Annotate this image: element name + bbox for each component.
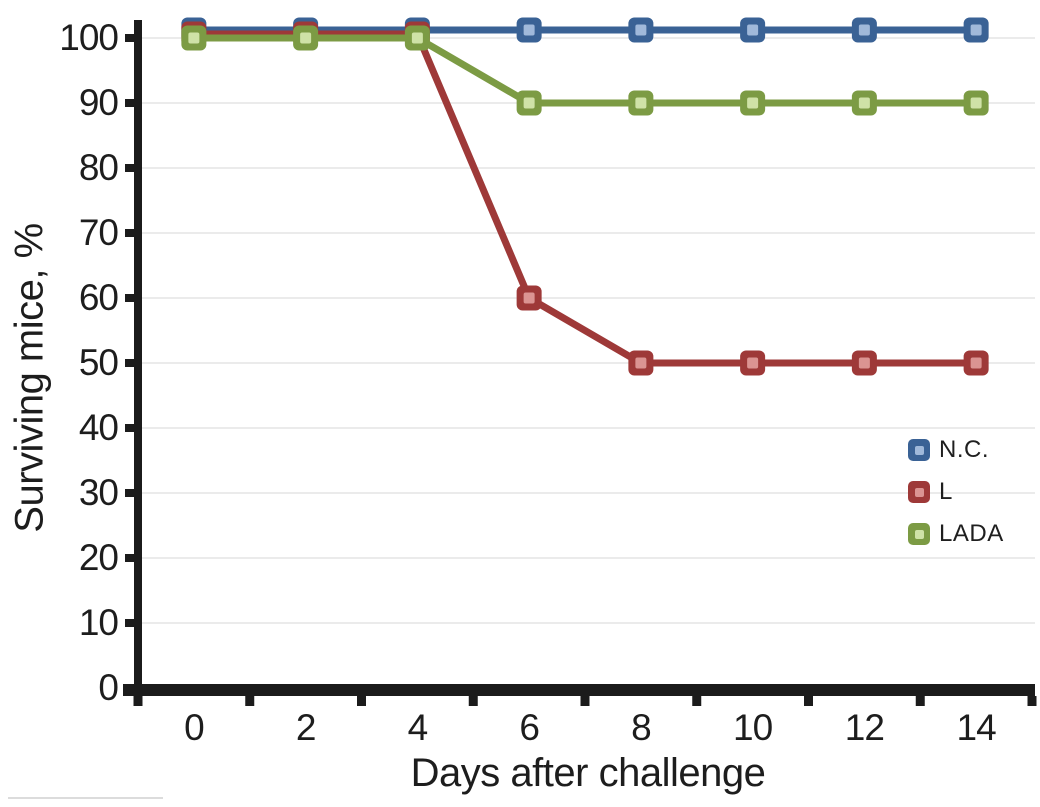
data-point-marker-inner	[970, 357, 982, 369]
legend-item-lada: LADA	[908, 513, 1004, 555]
y-tick-label: 40	[78, 407, 119, 448]
data-point-marker-inner	[188, 32, 200, 44]
data-point-marker-inner	[970, 24, 982, 36]
y-axis-line	[134, 20, 142, 696]
y-axis-tick	[125, 164, 142, 172]
legend-label: N.C.	[939, 436, 989, 463]
y-tick-label: 100	[59, 17, 119, 58]
legend-marker-inner-square	[914, 487, 924, 497]
x-tick-label: 4	[407, 707, 429, 748]
x-tick-label: 6	[519, 707, 540, 748]
data-point-marker-inner	[523, 97, 535, 109]
y-axis-tick	[125, 229, 142, 237]
data-point-marker-inner	[411, 32, 423, 44]
x-tick-label: 0	[184, 707, 205, 748]
data-point-marker-inner	[747, 97, 759, 109]
data-point-marker-inner	[858, 24, 870, 36]
cropped-element-edge	[8, 797, 163, 799]
x-axis-tick	[915, 696, 925, 706]
y-tick-label: 10	[78, 602, 119, 643]
legend-item-nc: N.C.	[908, 429, 1004, 471]
data-point-marker-inner	[635, 24, 647, 36]
x-tick-label: 12	[844, 707, 885, 748]
data-point-marker-inner	[300, 32, 312, 44]
legend-marker-square-icon	[908, 523, 930, 545]
x-axis-title: Days after challenge	[410, 751, 766, 795]
y-axis-tick	[125, 359, 142, 367]
y-tick-label: 50	[78, 342, 119, 383]
legend-marker-inner-square	[914, 529, 924, 539]
legend-marker-square-icon	[908, 481, 930, 503]
y-tick-label: 80	[78, 147, 119, 188]
legend-label: L	[939, 478, 953, 505]
data-point-marker-inner	[747, 357, 759, 369]
legend: N.C. L LADA	[908, 429, 1004, 555]
y-axis-tick	[125, 489, 142, 497]
x-axis-tick	[1027, 696, 1037, 706]
y-axis-tick	[125, 294, 142, 302]
legend-marker-inner-square	[914, 445, 924, 455]
data-point-marker-inner	[858, 97, 870, 109]
x-axis-tick	[692, 696, 702, 706]
y-axis-tick	[125, 424, 142, 432]
data-series	[181, 17, 989, 376]
y-tick-label: 70	[78, 212, 119, 253]
x-tick-label: 2	[295, 707, 317, 748]
y-tick-label: 0	[98, 667, 119, 708]
x-axis-line	[123, 684, 1035, 696]
series-line	[193, 30, 977, 367]
data-point-marker-inner	[747, 24, 759, 36]
data-point-marker-inner	[635, 357, 647, 369]
x-axis-tick	[245, 696, 255, 706]
y-axis-tick	[125, 619, 142, 627]
legend-marker-square-icon	[908, 439, 930, 461]
x-axis-tick	[804, 696, 813, 706]
data-point-marker-inner	[635, 97, 647, 109]
data-point-marker-inner	[970, 97, 982, 109]
y-tick-label: 60	[78, 277, 119, 318]
axes	[123, 20, 1037, 706]
y-axis-tick	[125, 554, 142, 562]
y-tick-label: 20	[78, 537, 119, 578]
y-axis-title: Surviving mice, %	[7, 223, 52, 533]
y-axis-tick	[125, 34, 142, 42]
x-axis-tick	[357, 696, 366, 706]
x-axis-tick	[468, 696, 478, 706]
x-axis-tick	[580, 696, 590, 706]
y-tick-label: 90	[78, 82, 119, 123]
data-point-marker-inner	[523, 292, 535, 304]
y-axis-tick	[125, 99, 142, 107]
data-point-marker-inner	[523, 24, 535, 36]
y-tick-label: 30	[78, 472, 119, 513]
x-tick-label: 14	[956, 707, 997, 748]
data-point-marker-inner	[858, 357, 870, 369]
x-tick-label: 10	[733, 707, 773, 748]
legend-label: LADA	[939, 520, 1004, 547]
series-line	[193, 34, 977, 107]
legend-item-l: L	[908, 471, 1004, 513]
x-tick-label: 8	[631, 707, 652, 748]
x-axis-tick	[133, 696, 143, 706]
